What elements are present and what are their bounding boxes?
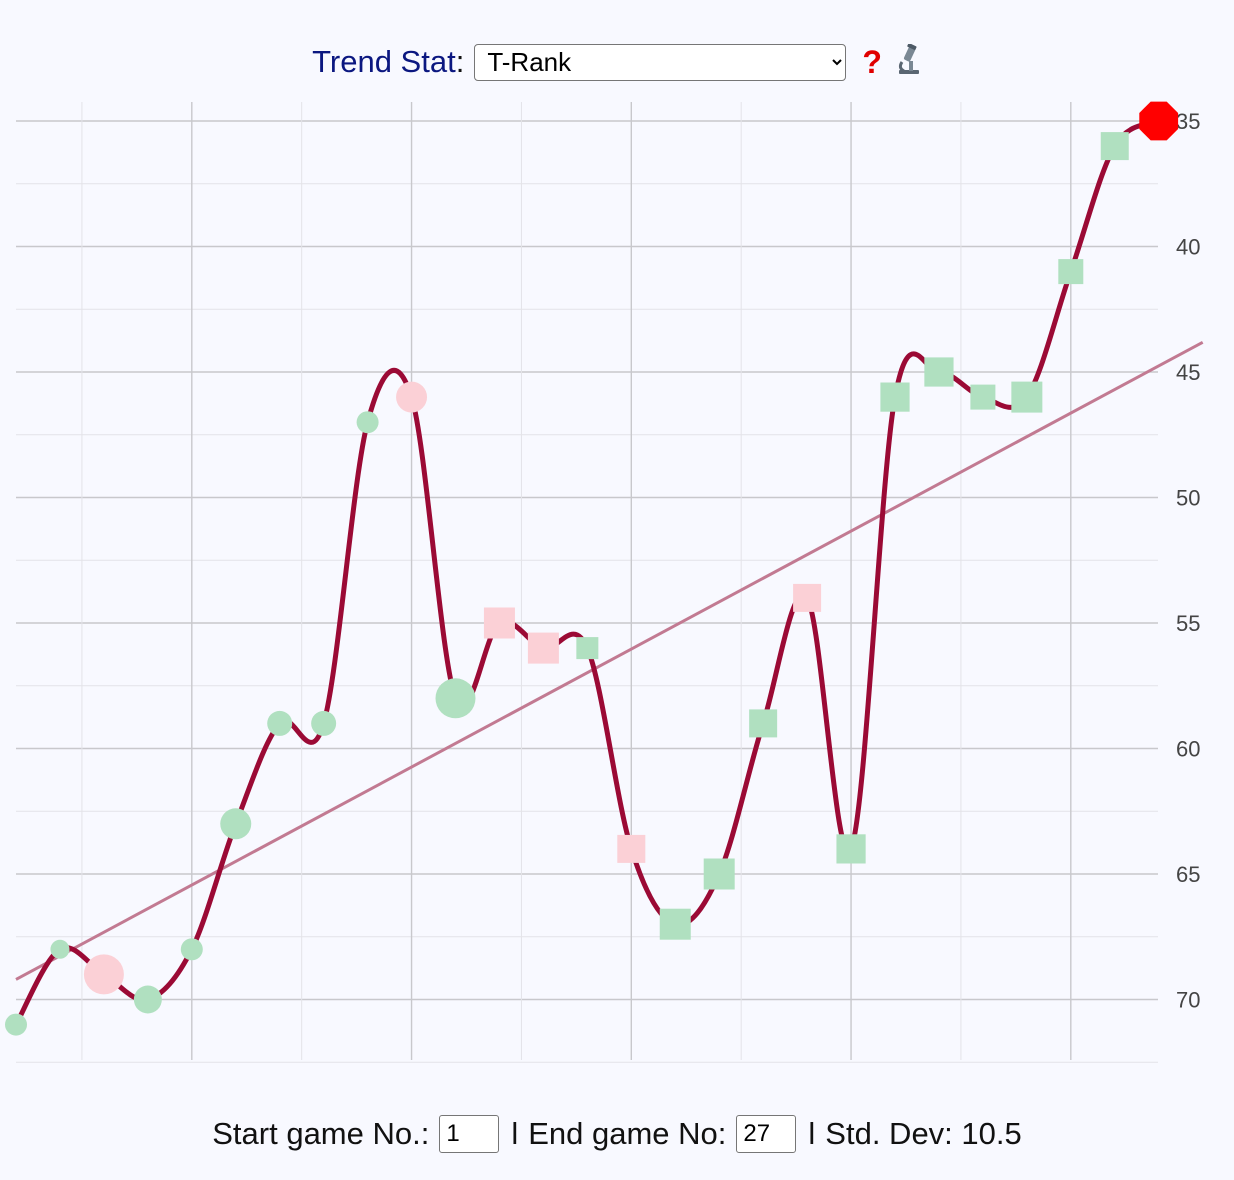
data-point-square xyxy=(617,834,646,863)
data-point-square xyxy=(880,382,910,412)
trend-stat-bar: Trend Stat: T-Rank ? xyxy=(0,40,1234,84)
separator: l xyxy=(511,1116,519,1151)
question-mark-icon[interactable]: ? xyxy=(862,44,882,80)
data-point-square xyxy=(924,357,954,387)
y-axis-ticks: 35 40 45 50 55 60 65 70 xyxy=(1176,109,1200,1013)
data-point-circle xyxy=(311,710,337,736)
chart-grid xyxy=(16,102,1158,1063)
separator: l xyxy=(808,1116,816,1151)
y-tick-label: 65 xyxy=(1176,862,1200,887)
y-tick-label: 55 xyxy=(1176,611,1200,636)
start-game-input[interactable] xyxy=(439,1115,500,1153)
data-point-circle xyxy=(83,954,124,995)
data-point-square xyxy=(1100,132,1129,161)
y-tick-label: 70 xyxy=(1176,988,1200,1013)
y-tick-label: 45 xyxy=(1176,360,1200,385)
data-point-circle xyxy=(180,938,203,961)
trend-chart: 35 40 45 50 55 60 65 70 xyxy=(5,101,1204,1063)
data-point-circle xyxy=(396,381,428,413)
game-range-controls: Start game No.: l End game No: l Std. De… xyxy=(0,1112,1234,1156)
data-point-square xyxy=(659,908,691,940)
trendline xyxy=(15,340,1204,981)
end-game-input[interactable] xyxy=(736,1115,797,1153)
data-point-markers xyxy=(5,101,1179,1036)
data-point-circle xyxy=(50,939,70,959)
trendline-group xyxy=(15,340,1204,981)
data-point-square xyxy=(483,607,515,639)
trend-stat-label: Trend Stat: xyxy=(312,44,465,79)
data-point-square xyxy=(970,384,996,410)
y-tick-label: 40 xyxy=(1176,235,1200,260)
y-tick-label: 50 xyxy=(1176,486,1200,511)
data-point-square xyxy=(576,637,599,660)
data-point-square xyxy=(1058,259,1084,285)
data-point-circle xyxy=(356,411,379,434)
data-point-circle xyxy=(220,808,252,840)
std-dev-label: Std. Dev: 10.5 xyxy=(825,1116,1022,1151)
data-point-square xyxy=(793,583,822,612)
end-game-label: End game No: xyxy=(528,1116,727,1151)
data-point-square xyxy=(1011,381,1043,413)
y-tick-label: 35 xyxy=(1176,109,1200,134)
data-point-square xyxy=(527,632,559,664)
microscope-icon[interactable] xyxy=(896,42,922,81)
y-tick-label: 60 xyxy=(1176,737,1200,762)
data-point-circle xyxy=(5,1013,27,1036)
data-point-square xyxy=(836,834,866,864)
data-point-square xyxy=(749,709,778,738)
data-point-circle xyxy=(435,678,476,719)
data-point-circle xyxy=(133,985,162,1014)
trend-stat-select[interactable]: T-Rank xyxy=(474,43,847,81)
start-game-label: Start game No.: xyxy=(212,1116,430,1151)
data-point-square xyxy=(703,858,735,890)
data-point-circle xyxy=(267,710,293,736)
data-point-octagon xyxy=(1139,101,1179,141)
